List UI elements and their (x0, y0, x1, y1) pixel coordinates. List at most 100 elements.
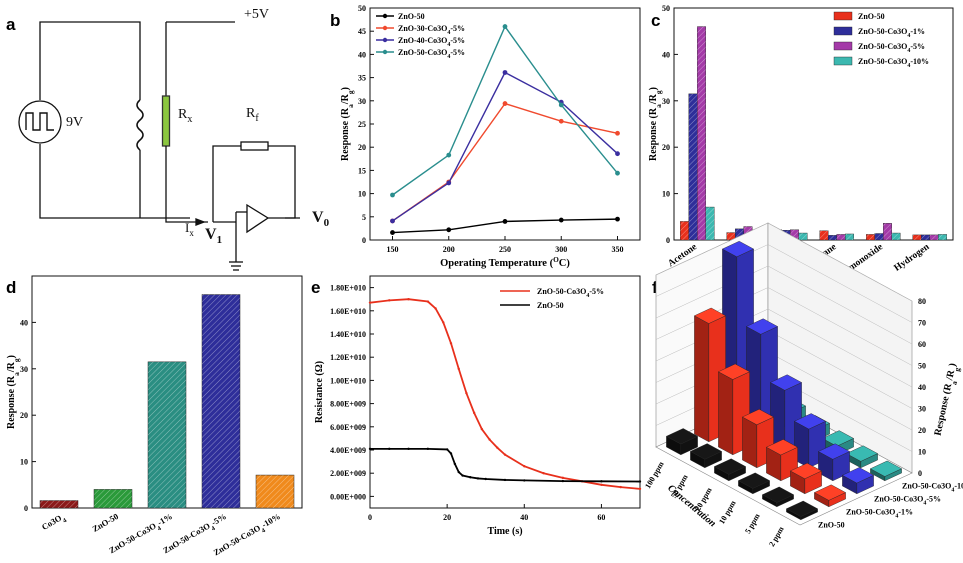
label-part: Response (R (340, 107, 351, 161)
category-label: 5 ppm (743, 512, 762, 535)
y-tick-label: 0 (666, 236, 670, 245)
label-part: 3O (897, 27, 907, 36)
series-label: ZnO-50-Co3O4-1% (846, 508, 913, 520)
legend-swatch (833, 11, 853, 21)
data-point (407, 447, 410, 451)
bar-hatch (819, 230, 829, 240)
label-part: 4 (951, 488, 954, 494)
bar-hatch (202, 294, 240, 508)
square-wave-icon (25, 112, 54, 131)
label-part: 4 (260, 526, 267, 534)
rx-label: R (178, 107, 188, 122)
y-tick-label: 6.00E+009 (330, 423, 366, 432)
z-tick-label: 20 (918, 426, 926, 435)
label-part: 3O (197, 520, 212, 534)
grid-line (655, 308, 913, 388)
legend-label: ZnO-50-Co3O4-5% (398, 48, 465, 60)
x-tick-label: 250 (499, 245, 511, 254)
label-part: -Co (564, 287, 576, 296)
y-tick-label: 30 (20, 365, 28, 374)
label-part: 3O (913, 495, 923, 504)
label-part: % (457, 48, 465, 57)
label-part: -Co (885, 57, 897, 66)
x-tick-label: Hydrogen (893, 242, 932, 274)
svg-text:Rx: Rx (178, 107, 192, 125)
legend-label: ZnO-50 (858, 12, 885, 21)
svg-text:Rf: Rf (246, 106, 259, 124)
label-part: 3O (437, 48, 447, 57)
label-part: % (917, 42, 925, 51)
label-part: -5 (910, 42, 917, 51)
label-part: ZnO-50 (858, 27, 885, 36)
panel-label-b: b (330, 11, 340, 30)
label-part: % (917, 27, 925, 36)
label-part: a (949, 380, 959, 386)
label-part: ZnO-50 (874, 495, 901, 504)
bar-3d-top (713, 458, 747, 475)
label-part: ZnO-50 (398, 48, 425, 57)
label-part: -Co (873, 508, 885, 517)
data-point (442, 321, 445, 324)
source-voltage-label: 9V (66, 115, 83, 130)
y-tick-label: 40 (358, 50, 366, 59)
series-line (392, 71, 618, 222)
label-part: a (346, 104, 355, 108)
label-part: -5 (209, 515, 220, 527)
data-point (390, 192, 395, 198)
data-point (453, 462, 457, 466)
rf-resistor (240, 141, 269, 151)
data-point (426, 447, 430, 451)
data-point (465, 391, 468, 395)
category-label: 2 ppm (767, 525, 786, 548)
bar-hatch (938, 234, 947, 240)
bar-hatch (256, 475, 294, 508)
label-part: 3O (885, 508, 895, 517)
bar-3d-top (785, 500, 819, 517)
legend-marker (382, 13, 388, 19)
rf-subscript: f (255, 113, 259, 124)
y-tick-label: 0 (24, 504, 28, 513)
label-part: g (12, 358, 21, 362)
grid-line (655, 265, 913, 345)
bar-3d-top (765, 439, 799, 456)
label-part: 4 (907, 48, 910, 54)
y-axis-label: Resistance (Ω) (314, 361, 325, 423)
series-line (369, 298, 641, 490)
label-part: -5 (926, 495, 933, 504)
y-tick-label: 10 (20, 458, 28, 467)
y-tick-label: 1.40E+010 (330, 330, 366, 339)
series-line (392, 102, 618, 222)
data-point (457, 470, 460, 474)
x-axis-label: Time (s) (487, 526, 522, 537)
label-part: -Co (425, 48, 437, 57)
data-point (619, 485, 622, 489)
rf-label: R (246, 106, 256, 121)
rx-resistor (161, 95, 171, 147)
bar-hatch (735, 228, 744, 240)
label-part: /R (648, 93, 659, 105)
series-label: ZnO-50 (818, 521, 845, 530)
label-part: ZnO-50 (858, 12, 885, 21)
label-part: 4 (907, 33, 910, 39)
label-part: ZnO-50 (846, 508, 873, 517)
svg-text:V0: V0 (312, 209, 330, 229)
bar-3d-top (841, 467, 875, 484)
label-part: 3O (941, 482, 951, 491)
legend-swatch (833, 56, 853, 66)
circuit-diagram (18, 21, 300, 271)
y-axis-label: Response (Ra/Rg) (6, 355, 21, 429)
ix-label: I (185, 220, 189, 235)
series-label: ZnO-50-Co3O4-5% (874, 495, 941, 507)
op-amp-symbol (246, 203, 270, 234)
data-point (523, 479, 526, 482)
label-part: ) (947, 362, 958, 368)
y-tick-label: 25 (358, 120, 366, 129)
grid-line (655, 287, 913, 366)
label-part: ) (648, 87, 659, 90)
label-part: ) (6, 355, 17, 358)
label-part: 4 (923, 501, 926, 507)
legend-label: ZnO-50 (537, 301, 564, 310)
plot-frame (673, 7, 954, 241)
grid-line (655, 222, 913, 302)
legend-swatch (833, 26, 853, 36)
